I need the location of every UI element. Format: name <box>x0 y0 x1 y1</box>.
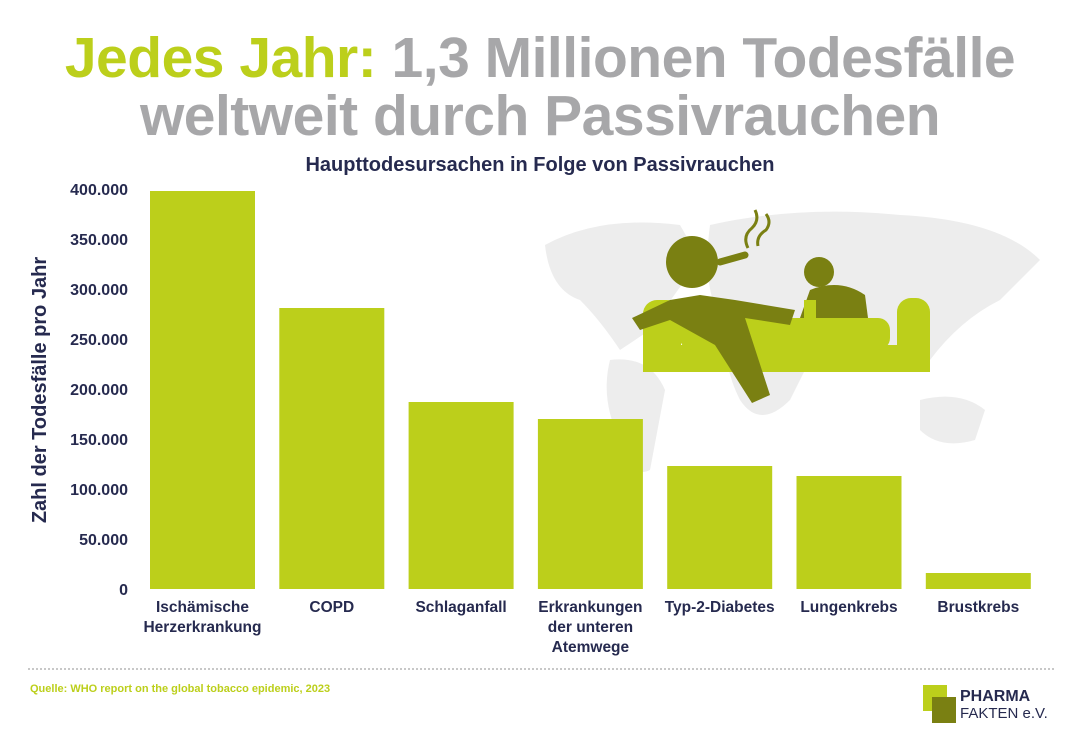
x-tick-label: Ischämische <box>156 599 249 616</box>
headline-line2: weltweit durch Passivrauchen <box>139 84 941 148</box>
logo-text-1: PHARMA <box>960 688 1031 705</box>
headline-rest: 1,3 Millionen Todesfälle <box>376 26 1016 90</box>
bar <box>408 402 514 589</box>
bar <box>537 419 643 589</box>
x-tick-label: Brustkrebs <box>937 599 1019 616</box>
y-axis: 0 50.000 100.000 150.000 200.000 250.000 300.0… <box>70 182 128 599</box>
chart-title: Haupttodesursachen in Folge von Passivra… <box>305 154 775 176</box>
x-tick-label: Atemwege <box>552 639 630 656</box>
person-smoking-on-couch-icon <box>632 209 930 403</box>
y-axis-label: Zahl der Todesfälle pro Jahr <box>29 257 51 524</box>
y-tick-label: 0 <box>119 582 128 599</box>
bar <box>150 191 255 589</box>
y-tick-label: 300.000 <box>70 282 128 299</box>
x-tick-label: der unteren <box>548 619 633 636</box>
x-tick-label: Erkrankungen <box>538 599 642 616</box>
bar <box>279 308 385 589</box>
x-tick-label: Lungenkrebs <box>800 599 897 616</box>
logo-text-2: FAKTEN e.V. <box>960 705 1048 722</box>
source-note: Quelle: WHO report on the global tobacco… <box>30 683 331 695</box>
y-tick-label: 100.000 <box>70 482 128 499</box>
x-axis: Ischämische Herzerkrankung COPD Schlaganfal… <box>143 599 1019 656</box>
x-tick-label: Herzerkrankung <box>143 619 261 636</box>
y-tick-label: 200.000 <box>70 382 128 399</box>
y-tick-label: 400.000 <box>70 182 128 199</box>
y-tick-label: 150.000 <box>70 432 128 449</box>
bar <box>925 573 1031 589</box>
bar <box>667 466 773 589</box>
x-tick-label: Typ-2-Diabetes <box>665 599 775 616</box>
y-tick-label: 350.000 <box>70 232 128 249</box>
y-tick-label: 250.000 <box>70 332 128 349</box>
headline-line1: Jedes Jahr: 1,3 Millionen Todesfälle <box>0 28 1080 88</box>
y-tick-label: 50.000 <box>79 532 128 549</box>
pharma-fakten-logo: PHARMA FAKTEN e.V. <box>920 685 1060 725</box>
divider <box>28 668 1054 670</box>
x-tick-label: Schlaganfall <box>415 599 506 616</box>
cigarette-icon <box>744 209 771 249</box>
x-tick-label: COPD <box>309 599 354 616</box>
headline-highlight: Jedes Jahr: <box>64 26 377 90</box>
bars <box>150 191 1031 589</box>
bar <box>796 476 902 589</box>
